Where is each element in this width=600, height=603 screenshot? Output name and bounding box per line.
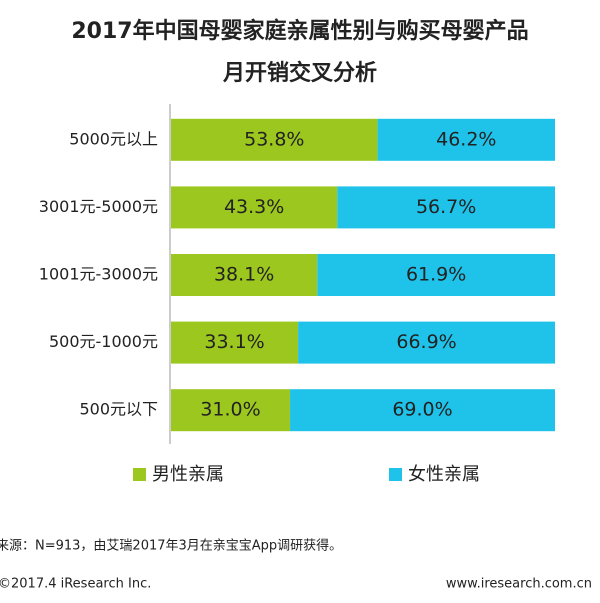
y-tick-label: 1001元-3000元 bbox=[39, 265, 158, 284]
data-label: 46.2% bbox=[436, 128, 496, 150]
chart-title: 2017年中国母婴家庭亲属性别与购买母婴产品 bbox=[71, 18, 528, 44]
website: www.iresearch.com.cn bbox=[446, 577, 592, 592]
copyright: ©2017.4 iResearch Inc. bbox=[0, 577, 151, 592]
data-label: 38.1% bbox=[214, 264, 274, 286]
bar-segment bbox=[317, 254, 555, 296]
data-label: 66.9% bbox=[396, 331, 456, 353]
bar-segment bbox=[298, 321, 555, 364]
data-label: 61.9% bbox=[406, 264, 466, 286]
y-tick-label: 5000元以上 bbox=[69, 129, 158, 148]
y-tick-label: 500元-1000元 bbox=[49, 332, 158, 351]
legend-label: 男性亲属 bbox=[152, 464, 224, 485]
bar-segment bbox=[171, 321, 299, 364]
source: 来源：N=913，由艾瑞2017年3月在亲宝宝App调研获得。 bbox=[0, 538, 342, 554]
data-label: 33.1% bbox=[204, 331, 264, 353]
bar-segment bbox=[171, 254, 318, 296]
bar-segment bbox=[171, 186, 338, 229]
legend-swatch bbox=[133, 468, 146, 481]
data-label: 69.0% bbox=[392, 399, 452, 421]
bar-segment bbox=[290, 389, 555, 432]
bar-segment bbox=[377, 118, 555, 161]
legend-label: 女性亲属 bbox=[408, 464, 480, 485]
bar-segment bbox=[337, 186, 555, 229]
data-label: 56.7% bbox=[416, 196, 476, 218]
bar-segment bbox=[171, 118, 378, 161]
legend-swatch bbox=[389, 468, 402, 481]
y-tick-label: 500元以下 bbox=[79, 400, 158, 419]
data-label: 31.0% bbox=[200, 399, 260, 421]
chart-title: 月开销交叉分析 bbox=[222, 60, 377, 86]
y-tick-label: 3001元-5000元 bbox=[39, 197, 158, 216]
data-label: 43.3% bbox=[224, 196, 284, 218]
data-label: 53.8% bbox=[244, 128, 304, 150]
bar-segment bbox=[171, 389, 291, 432]
